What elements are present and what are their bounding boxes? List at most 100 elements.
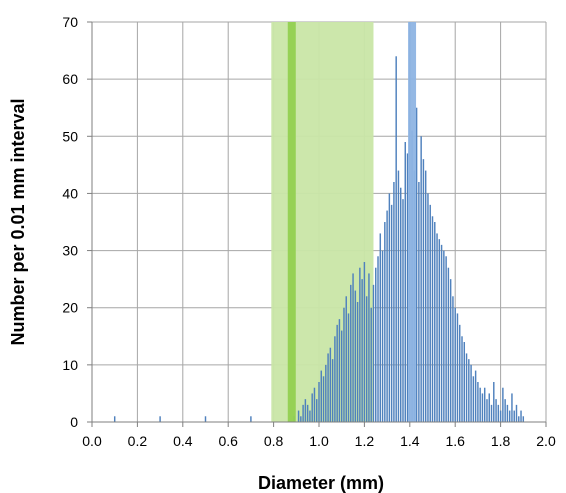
histogram-bar xyxy=(445,256,447,422)
histogram-bar xyxy=(406,153,409,422)
histogram-bar xyxy=(338,319,341,422)
histogram-bar xyxy=(368,273,370,422)
histogram-bar xyxy=(384,222,386,422)
histogram-bar xyxy=(404,142,406,422)
histogram-bar xyxy=(447,267,450,422)
histogram-bar xyxy=(486,399,488,422)
histogram-bar xyxy=(502,387,504,422)
y-tick-labels: 0 10 20 30 40 50 60 70 xyxy=(62,14,78,430)
histogram-bar xyxy=(320,370,322,422)
histogram-bar xyxy=(438,239,441,422)
histogram-bar xyxy=(427,193,429,422)
histogram-bar xyxy=(377,256,379,422)
blue-marker-line xyxy=(408,22,417,422)
histogram-bar xyxy=(481,393,484,422)
histogram-bar xyxy=(250,416,252,422)
y-tick-label: 0 xyxy=(70,414,78,430)
x-tick-label: 1.6 xyxy=(445,433,465,449)
histogram-bar xyxy=(363,262,366,422)
histogram-bar xyxy=(399,187,402,422)
x-tick-label: 1.8 xyxy=(491,433,511,449)
histogram-bar xyxy=(504,399,506,422)
histogram-bar xyxy=(386,210,388,422)
histogram-bar xyxy=(513,410,515,422)
histogram-bar xyxy=(327,353,329,422)
histogram-bar xyxy=(474,370,477,422)
histogram-bar xyxy=(468,359,470,422)
histogram-bar xyxy=(297,410,300,422)
histogram-bar xyxy=(381,250,384,422)
histogram-bar xyxy=(506,404,509,422)
histogram-bar xyxy=(354,290,357,422)
histogram-bar xyxy=(393,182,395,422)
y-axis-title: Number per 0.01 mm interval xyxy=(8,98,28,345)
histogram-bar xyxy=(470,364,472,422)
histogram-bar xyxy=(304,399,307,422)
x-axis-title: Diameter (mm) xyxy=(258,473,384,493)
histogram-bar xyxy=(495,399,497,422)
histogram-bar xyxy=(316,399,318,422)
histogram-bar xyxy=(395,56,397,423)
histogram-bar xyxy=(463,342,466,422)
histogram-bar xyxy=(456,313,459,422)
histogram-bar xyxy=(159,416,161,422)
histogram-bar xyxy=(418,182,420,422)
histogram-bar xyxy=(365,296,368,422)
y-tick-label: 30 xyxy=(62,243,78,259)
histogram-bar xyxy=(420,136,422,423)
axes-layer xyxy=(87,21,547,427)
y-tick-label: 70 xyxy=(62,14,78,30)
x-tick-label: 0.2 xyxy=(128,433,148,449)
x-tick-label: 1.0 xyxy=(309,433,329,449)
histogram-bar xyxy=(522,416,525,422)
histogram-bar xyxy=(334,336,336,422)
y-tick-label: 60 xyxy=(62,71,78,87)
x-tick-label: 0.6 xyxy=(218,433,238,449)
histogram-bar xyxy=(370,307,372,422)
histogram-bar xyxy=(388,193,391,422)
histogram-bar xyxy=(452,296,454,422)
histogram-bar xyxy=(402,199,404,422)
histogram-bar xyxy=(440,244,443,422)
histogram-bar xyxy=(325,364,327,422)
histogram-bar xyxy=(434,222,436,422)
x-tick-label: 0.8 xyxy=(264,433,284,449)
histogram-bar xyxy=(490,404,493,422)
histogram-bar xyxy=(306,404,309,422)
histogram-bar xyxy=(375,267,377,422)
histogram-bar xyxy=(472,376,475,422)
histogram-bar xyxy=(359,267,361,422)
x-tick-label: 1.4 xyxy=(400,433,420,449)
histogram-bar xyxy=(352,273,354,422)
histogram-bar xyxy=(483,387,486,422)
histogram-bar xyxy=(520,410,522,422)
green-marker-line xyxy=(287,22,296,422)
histogram-bar xyxy=(429,204,431,422)
x-tick-label: 2.0 xyxy=(536,433,556,449)
histogram-bar xyxy=(311,393,313,422)
histogram-bar xyxy=(372,284,375,422)
histogram-bar xyxy=(465,353,468,422)
y-tick-label: 40 xyxy=(62,185,78,201)
histogram-bar xyxy=(390,204,393,422)
histogram-bar xyxy=(379,233,382,422)
y-tick-label: 20 xyxy=(62,300,78,316)
histogram-bar xyxy=(313,387,316,422)
histogram-bar xyxy=(436,233,438,422)
histogram-bar xyxy=(345,296,347,422)
histogram-bar xyxy=(397,170,400,422)
histogram-bar xyxy=(204,416,207,422)
y-tick-label: 50 xyxy=(62,128,78,144)
histogram-bar xyxy=(459,324,461,422)
histogram-bar xyxy=(424,170,427,422)
x-tick-label: 1.2 xyxy=(355,433,375,449)
x-tick-label: 0.0 xyxy=(82,433,102,449)
histogram-bar xyxy=(336,324,338,422)
histogram-bar xyxy=(329,347,332,422)
histogram-bar xyxy=(493,382,495,422)
histogram-bar xyxy=(497,404,500,422)
marker-lines-layer xyxy=(287,22,417,422)
histogram-bar xyxy=(511,393,513,422)
histogram-bar xyxy=(422,159,425,422)
